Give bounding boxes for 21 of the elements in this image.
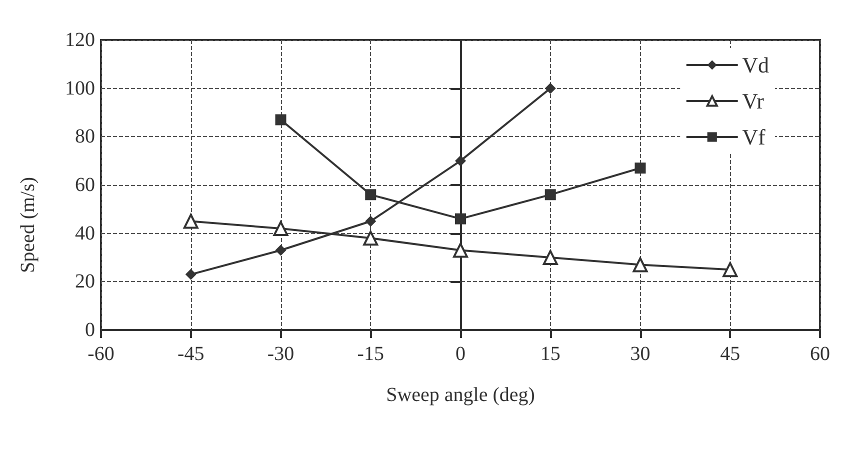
x-tick-label: -45 — [178, 343, 204, 365]
y-tick-label: 120 — [65, 29, 95, 51]
x-tick-label: 30 — [630, 343, 650, 365]
legend-label: Vd — [742, 52, 770, 78]
x-tick-label: 45 — [720, 343, 740, 365]
legend-label: Vr — [742, 88, 765, 114]
y-axis-title: Speed (m/s) — [17, 176, 39, 274]
y-tick-label: 20 — [75, 270, 95, 293]
y-tick-label: 80 — [75, 126, 95, 148]
x-tick-label: 60 — [810, 343, 830, 365]
y-tick-label: 40 — [75, 222, 95, 244]
legend-label: Vf — [742, 124, 766, 150]
x-tick-label: -60 — [88, 343, 114, 365]
x-tick-label: 15 — [540, 343, 560, 365]
y-tick-label: 60 — [75, 174, 95, 196]
x-axis-title: Sweep angle (deg) — [386, 384, 535, 406]
y-tick-label: 100 — [65, 77, 95, 100]
x-tick-label: 0 — [456, 343, 466, 365]
y-tick-label: 0 — [85, 319, 95, 341]
x-tick-label: -30 — [267, 343, 294, 365]
x-tick-label: -15 — [357, 343, 384, 365]
